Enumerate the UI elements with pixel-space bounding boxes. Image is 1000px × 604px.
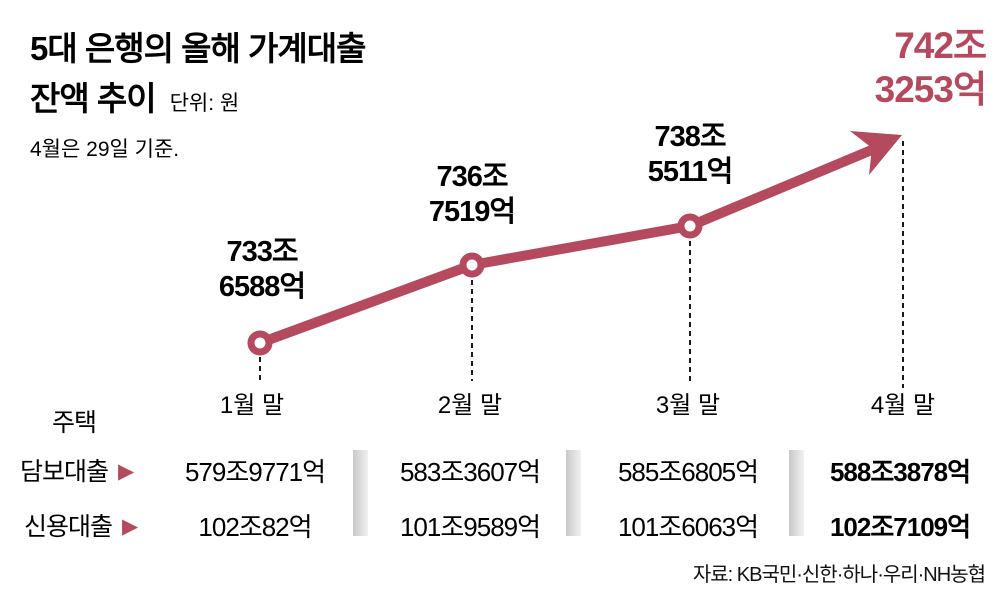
chart-title-line2: 잔액 추이 단위: 원 — [30, 72, 239, 120]
chart-note: 4월은 29일 기준. — [30, 138, 180, 161]
chart-title-line1: 5대 은행의 올해 가계대출 — [30, 30, 366, 67]
column-separator-1 — [353, 450, 368, 536]
row1-label-text: 담보대출 — [20, 458, 109, 486]
chart-title-line2-text: 잔액 추이 — [30, 80, 157, 117]
data-point-marker-1 — [247, 330, 273, 356]
final-value-line1: 742조 — [894, 25, 987, 66]
data-point-marker-3 — [677, 213, 703, 239]
source-credit: 자료: KB국민·신한·하나·우리·NH농협 — [692, 564, 986, 586]
trend-line — [258, 144, 876, 348]
arrow-head-icon — [850, 131, 902, 175]
mortgage-jan-value: 579조9771억 — [184, 457, 326, 487]
point-label-3: 738조 5511억 — [580, 120, 800, 191]
x-axis-label-apr: 4월 말 — [870, 392, 936, 419]
x-axis-label-jan: 1월 말 — [219, 392, 285, 419]
point-label-3-line1: 738조 — [654, 121, 726, 153]
data-point-marker-2 — [459, 252, 485, 278]
column-separator-2 — [566, 450, 581, 536]
point-label-1: 733조 6588억 — [152, 235, 372, 306]
point-label-3-line2: 5511억 — [647, 156, 734, 189]
point-label-2-line2: 7519억 — [428, 196, 516, 229]
row1-label-line2: 담보대출 ▶ — [20, 452, 134, 488]
point-label-2: 736조 7519억 — [362, 160, 582, 231]
row1-label-line1: 주택 — [52, 409, 97, 437]
mortgage-apr-value: 588조3878억 — [829, 457, 971, 487]
column-separator-3 — [789, 450, 804, 536]
point-label-1-line1: 733조 — [226, 236, 298, 268]
credit-mar-value: 101조6063억 — [617, 512, 759, 542]
row2-triangle-icon: ▶ — [122, 515, 138, 538]
row2-label-text: 신용대출 — [24, 513, 113, 541]
credit-apr-value: 102조7109억 — [829, 512, 971, 542]
final-value-line2: 3253억 — [874, 69, 987, 111]
credit-feb-value: 101조9589억 — [399, 512, 541, 542]
mortgage-feb-value: 583조3607억 — [399, 457, 541, 487]
credit-jan-value: 102조82억 — [198, 512, 312, 542]
row2-label: 신용대출 ▶ — [24, 507, 138, 543]
unit-label: 단위: 원 — [169, 92, 240, 115]
x-axis-label-feb: 2월 말 — [437, 392, 503, 419]
mortgage-mar-value: 585조6805억 — [617, 457, 759, 487]
row1-triangle-icon: ▶ — [118, 460, 134, 483]
final-value-label: 742조 3253억 — [874, 24, 987, 113]
x-axis-label-mar: 3월 말 — [655, 392, 721, 419]
point-label-1-line2: 6588억 — [218, 271, 306, 304]
point-label-2-line1: 736조 — [436, 161, 508, 193]
